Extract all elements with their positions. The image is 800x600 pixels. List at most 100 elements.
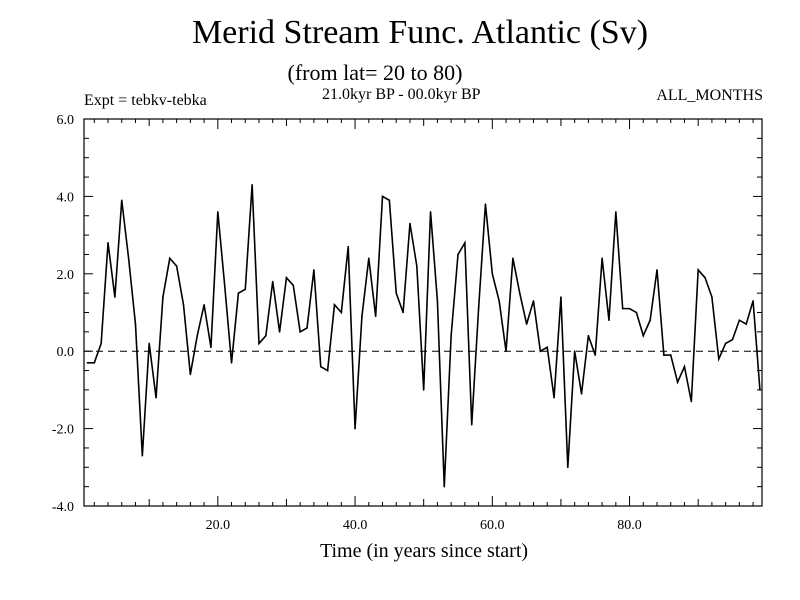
data-point — [704, 276, 706, 279]
data-point — [566, 466, 569, 469]
data-point — [107, 242, 109, 244]
data-point — [491, 273, 494, 275]
data-point — [477, 307, 480, 310]
data-point — [546, 346, 549, 349]
data-point — [162, 296, 164, 298]
data-point — [560, 296, 562, 298]
data-point — [395, 292, 398, 294]
data-point — [539, 350, 542, 353]
data-point — [388, 199, 391, 202]
data-point — [422, 389, 425, 391]
data-point — [601, 257, 603, 260]
data-point — [615, 211, 617, 213]
data-point — [244, 288, 247, 291]
data-point — [484, 203, 487, 205]
data-point — [525, 323, 528, 325]
x-tick-label: 80.0 — [617, 518, 642, 533]
data-point — [120, 199, 123, 202]
data-point — [738, 319, 741, 322]
data-point — [711, 296, 713, 298]
data-point — [265, 334, 267, 337]
data-point — [114, 296, 116, 298]
data-point — [381, 195, 384, 198]
data-point — [553, 396, 555, 399]
y-tick-label: 2.0 — [57, 268, 75, 283]
chart-subtitle: (from lat= 20 to 80) — [287, 60, 463, 85]
data-point — [237, 292, 240, 294]
data-point — [210, 346, 212, 349]
data-point — [724, 342, 727, 345]
data-point — [505, 350, 507, 353]
data-point — [532, 300, 535, 302]
data-point — [416, 265, 418, 267]
data-point — [608, 319, 610, 322]
x-axis-label: Time (in years since start) — [319, 540, 529, 562]
data-point — [93, 362, 96, 364]
chart-title: Merid Stream Func. Atlantic (Sv) — [191, 14, 649, 51]
data-point — [175, 265, 178, 267]
months-label: ALL_MONTHS — [656, 87, 763, 104]
data-point — [141, 454, 144, 457]
series-line — [87, 184, 761, 487]
data-point — [251, 183, 253, 186]
data-point — [203, 303, 205, 306]
data-point — [299, 331, 301, 333]
data-point — [512, 257, 514, 260]
series-points — [86, 183, 761, 488]
data-point — [306, 327, 308, 329]
data-point — [594, 354, 597, 356]
data-point — [347, 245, 350, 248]
data-point — [196, 334, 199, 337]
data-point — [319, 365, 322, 368]
data-point — [285, 276, 288, 279]
data-point — [628, 307, 631, 310]
data-point — [292, 284, 295, 287]
data-point — [313, 269, 315, 271]
data-point — [697, 269, 699, 271]
data-point — [127, 257, 130, 260]
data-point — [230, 362, 233, 364]
data-point — [450, 334, 452, 337]
data-point — [518, 292, 521, 294]
data-point — [587, 334, 590, 337]
data-point — [189, 373, 192, 376]
y-tick-label: 6.0 — [57, 113, 75, 128]
period-label: 21.0kyr BP - 00.0kyr BP — [322, 86, 481, 103]
x-axis-ticks: 20.0 40.0 60.0 80.0 — [93, 119, 754, 533]
data-point — [340, 311, 343, 314]
data-point — [717, 358, 720, 360]
data-point — [258, 342, 260, 345]
data-point — [731, 338, 734, 341]
data-point — [86, 362, 89, 364]
data-point — [498, 300, 500, 302]
y-axis-ticks: -4.0 -2.0 0.0 2.0 4.0 6.0 — [52, 113, 762, 515]
data-point — [436, 300, 439, 302]
data-point — [752, 300, 754, 302]
data-point — [642, 334, 645, 337]
data-point — [402, 311, 404, 314]
data-point — [134, 323, 137, 325]
y-tick-label: -4.0 — [52, 500, 74, 515]
y-tick-label: 0.0 — [57, 345, 75, 360]
data-point — [621, 307, 624, 310]
data-point — [168, 257, 171, 260]
data-point — [573, 350, 576, 353]
data-point — [656, 269, 658, 271]
data-point — [669, 354, 672, 356]
data-point — [333, 303, 336, 306]
data-point — [361, 315, 363, 318]
data-point — [690, 400, 693, 403]
data-point — [663, 354, 665, 356]
data-point — [649, 319, 651, 322]
data-point — [635, 311, 638, 314]
data-point — [409, 222, 411, 225]
y-tick-label: 4.0 — [57, 190, 75, 205]
data-point — [683, 365, 686, 368]
data-point — [457, 253, 459, 256]
data-point — [676, 381, 679, 383]
data-point — [217, 211, 219, 213]
experiment-label: Expt = tebkv-tebka — [84, 92, 207, 109]
data-point — [429, 211, 432, 213]
data-point — [278, 331, 281, 333]
